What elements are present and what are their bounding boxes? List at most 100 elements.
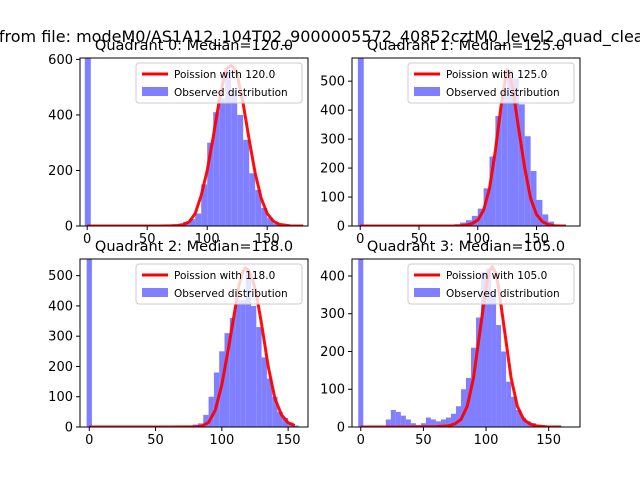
- histogram-bar: [272, 396, 278, 427]
- histogram-bar: [267, 217, 274, 226]
- panel-quadrant-1: 0 50 100 150 0 100 200 300 400 500 Quadrant 1: Med…: [320, 38, 581, 247]
- y-tick-label: 300: [320, 307, 345, 322]
- histogram-bar: [507, 69, 514, 226]
- legend-box: [407, 62, 575, 104]
- histogram-bar: [225, 70, 232, 226]
- legend-hist-label: Observed distribution: [174, 87, 288, 99]
- histogram-bar: [501, 351, 507, 427]
- x-tick-label: 0: [85, 433, 93, 448]
- y-tick-label: 200: [48, 164, 73, 179]
- histogram-bar: [235, 299, 241, 427]
- y-tick-label: 500: [320, 75, 345, 90]
- axes-frame: [79, 258, 309, 428]
- x-tick-label: 50: [147, 433, 164, 448]
- histogram-bar: [207, 142, 214, 226]
- legend-hist-label: Observed distribution: [174, 288, 288, 300]
- histogram-bar: [245, 272, 251, 427]
- legend-hist-swatch: [142, 288, 168, 297]
- y-tick-label: 100: [320, 191, 345, 206]
- x-tick-label: 150: [536, 433, 561, 448]
- legend: Poission with 120.0 Observed distribution: [135, 62, 303, 104]
- histogram-bar: [491, 291, 497, 427]
- histogram-bar: [420, 423, 426, 427]
- histogram-bar: [86, 259, 92, 427]
- legend-box: [407, 263, 575, 305]
- x-tick-label: 0: [356, 232, 364, 247]
- histogram-bar: [521, 417, 527, 427]
- x-tick-label: 50: [411, 232, 428, 247]
- legend-hist-swatch: [414, 87, 440, 96]
- histogram-bar: [435, 421, 441, 427]
- histogram-bar: [208, 396, 214, 427]
- histogram-bar: [542, 214, 549, 226]
- histogram-bar: [483, 188, 490, 226]
- legend-fit-label: Poission with 118.0: [174, 270, 275, 282]
- legend-box: [135, 62, 303, 104]
- x-tick-label: 100: [195, 232, 220, 247]
- panel-title: Quadrant 0: Median=120.0: [95, 38, 293, 54]
- histogram-bar: [255, 189, 262, 226]
- histogram-bar: [203, 414, 209, 427]
- histogram-bar: [357, 58, 364, 226]
- histogram-bar: [256, 327, 262, 427]
- legend-fit-label: Poission with 105.0: [446, 270, 547, 282]
- legend-hist-label: Observed distribution: [446, 288, 560, 300]
- x-tick-label: 50: [139, 232, 156, 247]
- panel-quadrant-3: 0 50 100 150 0 100 200 300 400 Quadrant 3: Median…: [320, 239, 581, 448]
- legend-box: [135, 263, 303, 305]
- histogram-bar: [405, 419, 411, 427]
- histogram-bar: [460, 389, 466, 427]
- histogram-bar: [486, 268, 492, 427]
- histogram-bar: [266, 378, 273, 427]
- y-tick-label: 0: [65, 421, 73, 436]
- histogram-bar: [440, 419, 446, 427]
- legend-hist-swatch: [142, 87, 168, 96]
- histogram-bar: [249, 173, 256, 226]
- x-tick-label: 100: [465, 232, 490, 247]
- histogram-bar: [195, 213, 202, 226]
- x-tick-label: 100: [474, 433, 499, 448]
- histogram-bar: [201, 184, 208, 226]
- histogram-bar: [395, 411, 401, 427]
- histogram-bar: [358, 259, 364, 427]
- figure-suptitle: Data from file: modeM0/AS1A12_104T02_900…: [0, 27, 640, 47]
- axes-frame: [351, 258, 581, 428]
- histogram-bar: [213, 112, 220, 226]
- panel-quadrant-0: 0 50 100 150 0 200 400 600 Quadrant 0: Median=12…: [48, 38, 309, 247]
- y-tick-label: 300: [320, 133, 345, 148]
- plot-area: [357, 58, 566, 226]
- histogram-bar: [516, 410, 522, 427]
- y-tick-label: 400: [320, 269, 345, 284]
- histogram-bar: [219, 98, 226, 226]
- histogram-bar: [400, 415, 406, 427]
- histogram-bar: [273, 223, 280, 226]
- histogram-bar: [84, 58, 91, 226]
- histogram-bar: [261, 357, 267, 427]
- y-tick-label: 400: [48, 299, 73, 314]
- legend-fit-label: Poission with 120.0: [174, 69, 275, 81]
- histogram-bar: [385, 419, 391, 427]
- panel-title: Quadrant 1: Median=125.0: [367, 38, 565, 54]
- histogram-bar: [229, 318, 236, 427]
- panel-quadrant-2: 0 50 100 150 0 100 200 300 400 500 Quadrant 2: Med…: [48, 239, 309, 448]
- legend: Poission with 125.0 Observed distribution: [407, 62, 575, 104]
- histogram-bar: [511, 396, 517, 427]
- histogram-bar: [224, 333, 230, 427]
- y-tick-label: 600: [48, 53, 73, 68]
- histogram-bar: [430, 419, 436, 427]
- histogram-bar: [496, 325, 502, 427]
- histogram-bar: [476, 317, 482, 427]
- histogram-bar: [237, 114, 244, 226]
- x-tick-label: 0: [83, 232, 91, 247]
- histogram-bar: [390, 410, 396, 427]
- x-tick-label: 150: [255, 232, 280, 247]
- panel-title: Quadrant 2: Median=118.0: [95, 239, 293, 255]
- histogram-bar: [536, 199, 543, 226]
- histogram-bar: [445, 417, 451, 427]
- y-tick-label: 200: [48, 360, 73, 375]
- histogram-bar: [495, 115, 502, 226]
- x-tick-label: 0: [357, 433, 365, 448]
- y-tick-label: 200: [320, 162, 345, 177]
- axes-frame: [351, 57, 581, 227]
- y-tick-label: 200: [320, 345, 345, 360]
